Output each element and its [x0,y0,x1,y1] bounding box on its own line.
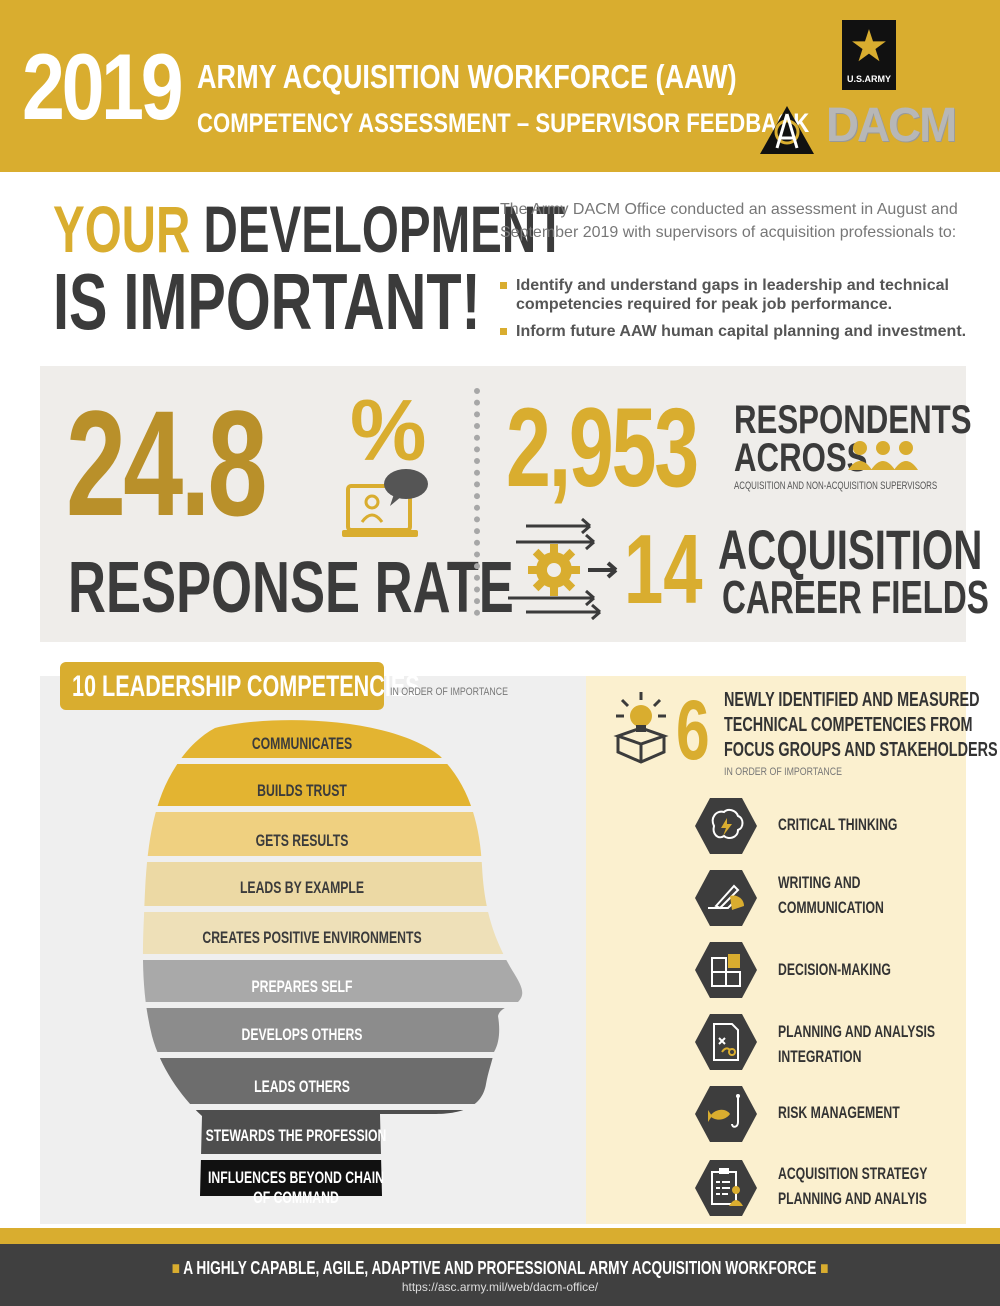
response-rate-unit: % [350,383,427,479]
stats-panel [40,366,966,642]
technical-order-note: IN ORDER OF IMPORTANCE [724,766,842,778]
technical-item-acquisition-strategy-line2: PLANNING AND ANALYIS [778,1189,927,1208]
technical-item-critical-thinking: CRITICAL THINKING [778,815,898,834]
stats-divider [474,388,480,616]
us-army-logo: ★ U.S.ARMY [840,18,898,92]
leadership-item: PREPARES SELF [251,978,352,996]
technical-item-acquisition-strategy: ACQUISITION STRATEGY [778,1164,928,1183]
intro-headline-gold: YOUR [53,192,191,266]
leadership-item: BUILDS TRUST [257,782,347,800]
respondents-value: 2,953 [506,385,699,510]
leadership-item: COMMUNICATES [252,735,352,753]
intro-headline: YOUR DEVELOPMENT [53,196,565,262]
footer-bullet-icon: ■ [816,1258,829,1278]
leadership-item: GETS RESULTS [256,832,349,850]
intro-headline-dark: DEVELOPMENT [190,192,566,266]
technical-heading-line: NEWLY IDENTIFIED AND MEASURED [724,689,980,711]
leadership-item-continued: OF COMMAND [253,1189,339,1207]
header-year: 2019 [22,34,184,139]
dacm-emblem-icon [760,106,814,154]
career-fields-label-line2: CAREER FIELDS [722,571,989,623]
footer-tagline: A HIGHLY CAPABLE, AGILE, ADAPTIVE AND PR… [183,1258,817,1278]
technical-count: 6 [676,683,710,777]
leadership-item: LEADS OTHERS [254,1078,350,1096]
footer-bullet-icon: ■ [171,1258,184,1278]
leadership-title: 10 LEADERSHIP COMPETENCIES [72,670,420,703]
army-logo-text: U.S.ARMY [846,74,891,84]
technical-item-risk-management: RISK MANAGEMENT [778,1103,900,1122]
puzzle-icon [695,942,757,998]
respondents-label-across: ACROSS [734,436,868,480]
lightbulb-box-icon [613,692,669,764]
technical-item-decision-making: DECISION-MAKING [778,960,891,979]
writing-hand-icon [695,870,757,926]
gear-arrows-icon [508,517,618,620]
technical-item-planning-line2: INTEGRATION [778,1047,862,1066]
leadership-order-note: IN ORDER OF IMPORTANCE [390,686,508,698]
clipboard-icon [695,1160,757,1216]
intro-description: The Army DACM Office conducted an assess… [500,201,958,241]
header-subtitle: COMPETENCY ASSESSMENT – SUPERVISOR FEEDB… [197,108,810,138]
footer-gold-stripe [0,1228,1000,1244]
respondents-label: RESPONDENTS [734,398,972,442]
leadership-item: STEWARDS THE PROFESSION [206,1127,387,1145]
intro-bullet: Inform future AAW human capital planning… [500,322,980,341]
footer-bar [0,1244,1000,1306]
leadership-item: LEADS BY EXAMPLE [240,879,364,897]
leadership-title-badge [60,662,384,710]
career-fields-value: 14 [624,514,703,624]
leadership-item: INFLUENCES BEYOND CHAIN [208,1169,384,1187]
technical-heading-line: TECHNICAL COMPETENCIES FROM [724,714,973,736]
people-group-icon [848,441,918,470]
response-rate-label: RESPONSE RATE [68,548,514,628]
career-fields-label: ACQUISITION [718,518,983,581]
dacm-logo-text: DACM [826,99,957,152]
brain-icon [695,798,757,854]
response-rate-value: 24.8 [66,379,268,547]
head-silhouette-graphic: COMMUNICATES BUILDS TRUST GETS RESULTS L… [142,720,523,1208]
header-title: ARMY ACQUISITION WORKFORCE (AAW) [197,58,737,95]
respondents-note: ACQUISITION AND NON-ACQUISITION SUPERVIS… [734,480,938,492]
technical-item-writing-line2: COMMUNICATION [778,898,884,917]
intro-bullet: Identify and understand gaps in leadersh… [500,276,980,314]
leadership-item: CREATES POSITIVE ENVIRONMENTS [202,929,421,947]
footer-tagline-row: ■ A HIGHLY CAPABLE, AGILE, ADAPTIVE AND … [0,1258,1000,1279]
fish-hook-icon [695,1086,757,1142]
intro-headline-line2: IS IMPORTANT! [53,257,481,346]
leadership-item: DEVELOPS OTHERS [242,1026,363,1044]
technical-item-writing: WRITING AND [778,873,861,892]
technical-heading-line: FOCUS GROUPS AND STAKEHOLDERS [724,739,998,761]
army-star-icon: ★ [849,22,889,71]
laptop-chat-icon [342,469,428,537]
plan-document-icon [695,1014,757,1070]
technical-panel [586,676,966,1224]
footer-url-link[interactable]: https://asc.army.mil/web/dacm-office/ [401,1280,599,1294]
technical-item-planning: PLANNING AND ANALYSIS [778,1022,936,1041]
header-banner [0,0,1000,172]
